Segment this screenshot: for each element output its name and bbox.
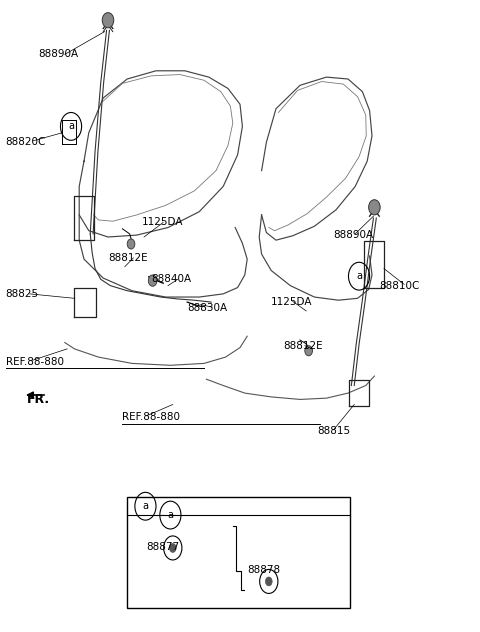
Text: FR.: FR. [26,393,49,406]
Circle shape [102,13,114,28]
Circle shape [265,577,272,586]
Text: 88815: 88815 [317,426,350,436]
Text: 88812E: 88812E [283,341,323,351]
Text: 88820C: 88820C [5,137,45,147]
Text: a: a [143,501,148,511]
Circle shape [369,200,380,215]
Circle shape [148,275,157,286]
Circle shape [127,239,135,249]
Text: 88812E: 88812E [108,253,148,263]
Text: REF.88-880: REF.88-880 [122,412,180,422]
Text: a: a [168,510,173,520]
Text: a: a [68,121,74,131]
Text: 1125DA: 1125DA [271,297,312,307]
Text: 88840A: 88840A [151,274,192,284]
Text: 88830A: 88830A [187,303,228,313]
Text: 1125DA: 1125DA [142,217,183,228]
Text: a: a [356,271,362,281]
Text: 88877: 88877 [146,542,180,552]
Text: 88810C: 88810C [379,281,420,291]
Text: 88890A: 88890A [334,230,374,240]
Text: 88825: 88825 [5,289,38,299]
Text: 88878: 88878 [247,565,280,575]
Text: 88890A: 88890A [38,49,79,59]
Circle shape [169,544,176,552]
Text: REF.88-880: REF.88-880 [6,356,64,367]
Circle shape [305,346,312,356]
